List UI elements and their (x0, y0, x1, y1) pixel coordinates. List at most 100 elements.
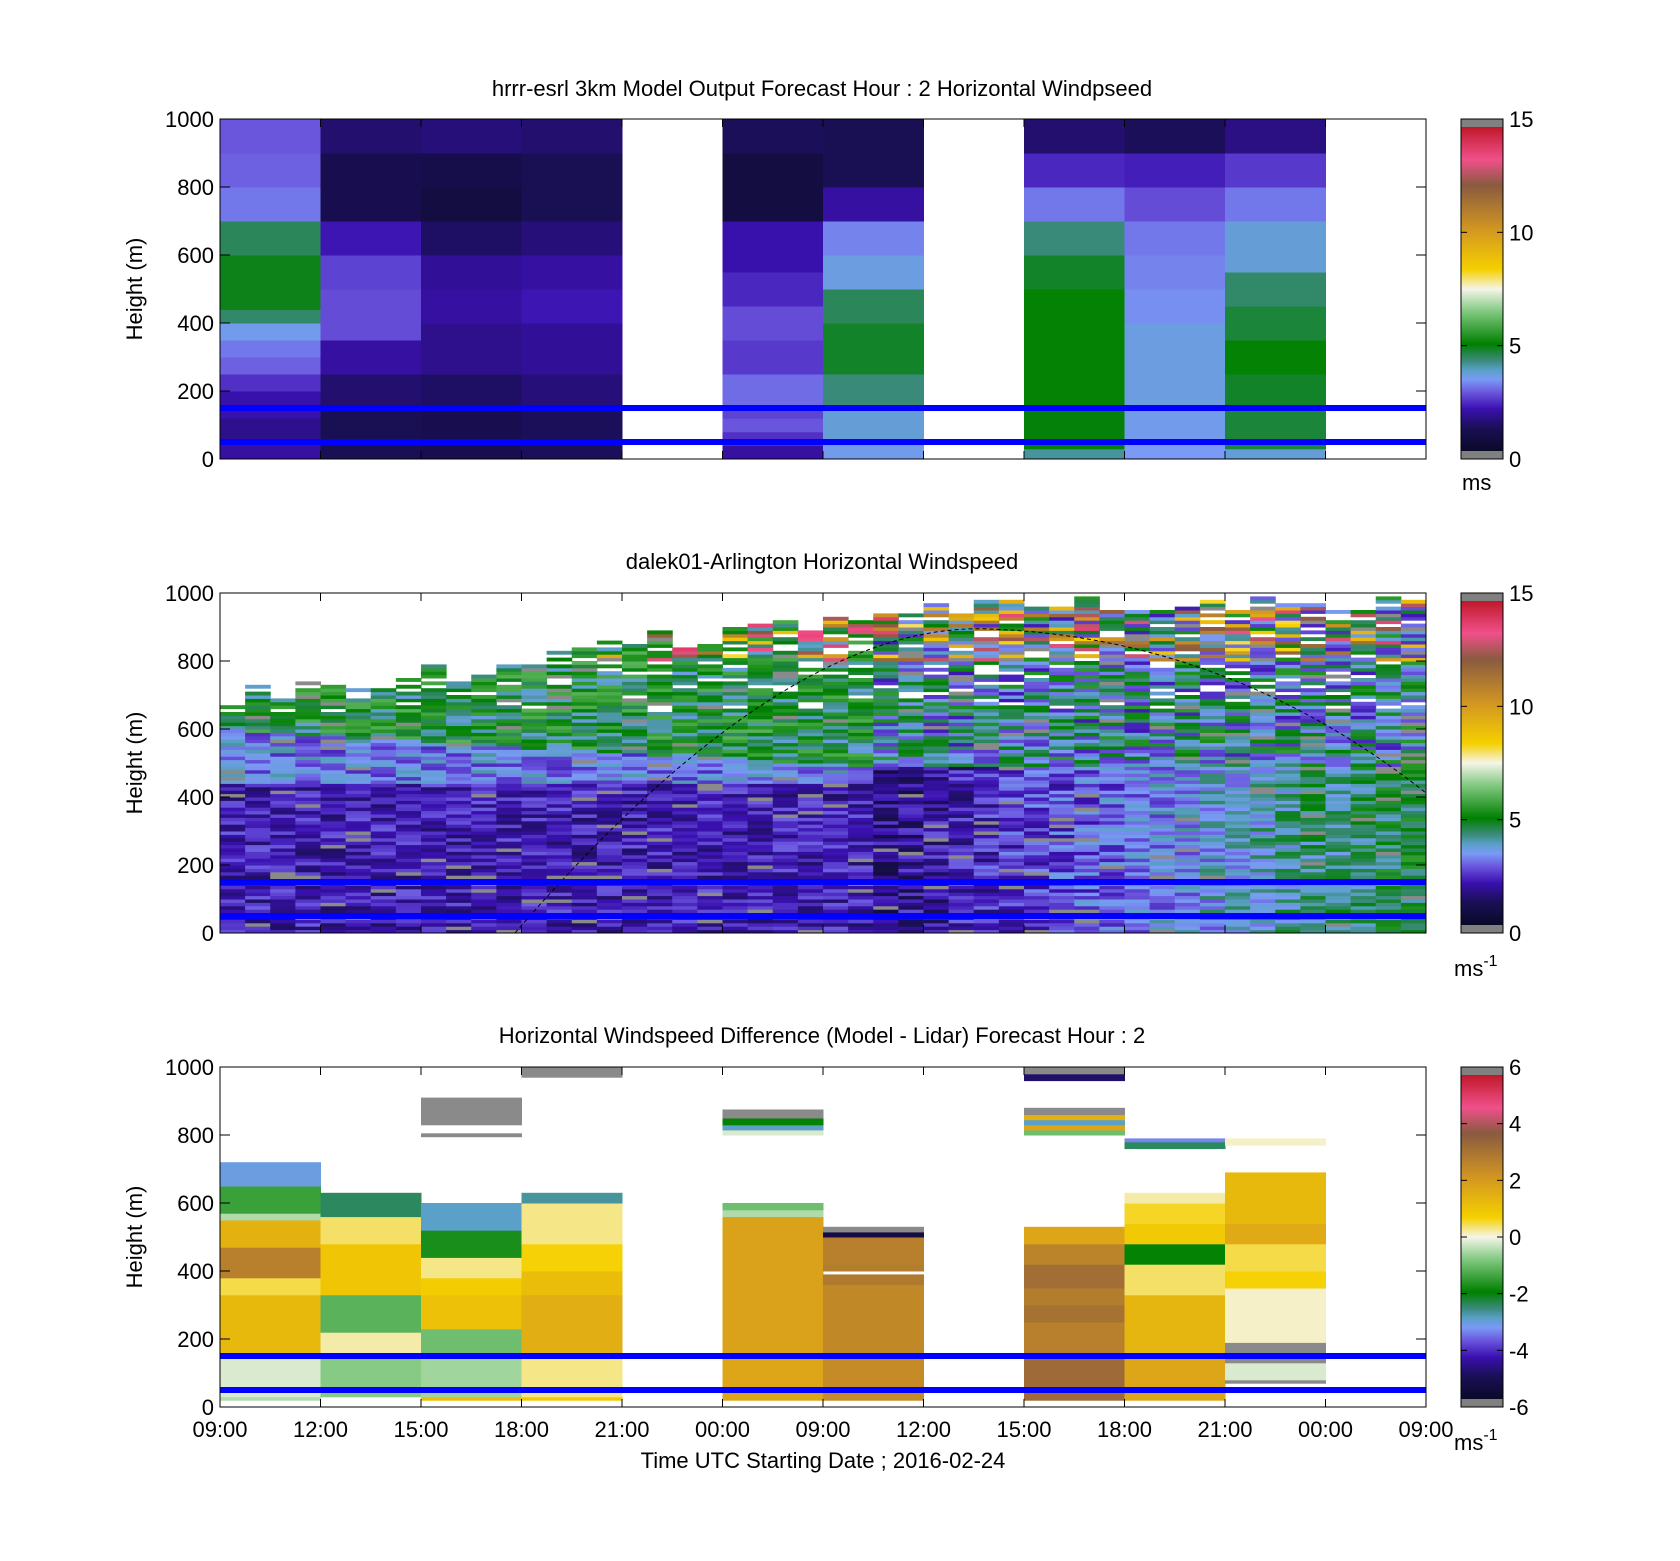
lidar-cell (747, 712, 774, 716)
lidar-cell (245, 739, 271, 744)
lidar-cell (898, 681, 924, 686)
lidar-cell (848, 715, 874, 720)
lidar-cell (873, 803, 899, 808)
lidar-cell (998, 688, 1025, 693)
lidar-cell (873, 681, 899, 686)
heatmap-cell (320, 255, 422, 290)
lidar-cell (772, 834, 799, 839)
lidar-cell (1174, 766, 1201, 771)
lidar-cell (521, 691, 548, 696)
lidar-cell (320, 841, 347, 846)
lidar-cell (772, 718, 799, 723)
lidar-cell (647, 871, 673, 876)
lidar-cell (1049, 888, 1075, 893)
lidar-cell (973, 780, 1000, 784)
lidar-cell (546, 749, 573, 754)
lidar-cell (446, 807, 472, 812)
lidar-cell (1074, 640, 1100, 645)
lidar-cell (1375, 742, 1402, 747)
lidar-cell (370, 820, 397, 825)
lidar-cell (496, 786, 522, 791)
lidar-cell (973, 647, 1000, 652)
lidar-cell (245, 922, 271, 927)
lidar-cell (697, 926, 723, 931)
colorbar-tick-label: -2 (1509, 1282, 1529, 1307)
lidar-cell (571, 732, 598, 737)
lidar-cell (1325, 810, 1352, 815)
lidar-cell (923, 868, 950, 873)
panel-diff-xlabel: Time UTC Starting Date ; 2016-02-24 (641, 1448, 1006, 1473)
lidar-cell (672, 919, 698, 924)
lidar-cell (923, 810, 950, 815)
lidar-cell (1024, 858, 1050, 863)
lidar-cell (948, 695, 975, 699)
lidar-cell (722, 865, 749, 869)
lidar-cell (998, 899, 1025, 903)
lidar-cell (370, 749, 397, 754)
lidar-cell (722, 732, 749, 737)
lidar-cell (1225, 610, 1251, 614)
lidar-cell (697, 722, 723, 727)
lidar-cell (1350, 756, 1377, 761)
lidar-cell (1199, 790, 1226, 795)
lidar-cell (270, 786, 296, 791)
lidar-cell (772, 895, 799, 900)
lidar-cell (873, 841, 899, 846)
lidar-cell (521, 746, 548, 750)
lidar-cell (1375, 858, 1402, 863)
lidar-cell (1325, 647, 1352, 652)
ytick-label: 800 (177, 175, 214, 200)
lidar-cell (1225, 803, 1251, 808)
lidar-cell (370, 793, 397, 798)
lidar-cell (1074, 848, 1100, 852)
lidar-cell (1024, 827, 1050, 832)
lidar-cell (998, 722, 1025, 727)
lidar-cell (848, 837, 874, 842)
lidar-cell (873, 627, 899, 631)
lidar-cell (848, 688, 874, 693)
lidar-cell (747, 834, 774, 839)
lidar-cell (295, 807, 321, 812)
lidar-cell (1325, 848, 1352, 852)
lidar-cell (797, 657, 824, 662)
lidar-cell (1275, 640, 1301, 645)
lidar-cell (1074, 820, 1100, 825)
lidar-cell (521, 776, 548, 781)
lidar-cell (1300, 661, 1326, 665)
lidar-cell (1149, 667, 1176, 672)
lidar-cell (1375, 715, 1402, 720)
lidar-cell (1350, 766, 1377, 771)
lidar-cell (873, 695, 899, 699)
lidar-cell (873, 633, 899, 638)
lidar-cell (898, 800, 924, 805)
lidar-cell (898, 657, 924, 662)
lidar-cell (948, 810, 975, 815)
lidar-cell (1400, 837, 1427, 842)
lidar-cell (722, 773, 749, 778)
lidar-cell (622, 790, 648, 795)
lidar-cell (1400, 752, 1427, 757)
lidar-cell (1275, 797, 1301, 801)
lidar-cell (923, 674, 950, 679)
lidar-cell (1199, 742, 1226, 747)
lidar-cell (747, 875, 774, 880)
lidar-cell (1049, 661, 1075, 665)
lidar-cell (345, 769, 372, 774)
lidar-cell (295, 844, 321, 849)
lidar-cell (1199, 902, 1226, 907)
lidar-cell (1325, 780, 1352, 784)
lidar-cell (647, 712, 673, 716)
lidar-cell (923, 742, 950, 747)
lidar-cell (747, 810, 774, 815)
lidar-cell (446, 695, 472, 699)
lidar-cell (1174, 854, 1201, 859)
heatmap-cell (421, 1203, 522, 1231)
lidar-cell (1350, 681, 1377, 686)
lidar-cell (1024, 616, 1050, 621)
lidar-cell (421, 810, 447, 815)
lidar-cell (697, 899, 723, 903)
lidar-cell (1250, 837, 1276, 842)
lidar-cell (722, 831, 749, 835)
lidar-cell (421, 871, 447, 876)
lidar-cell (923, 769, 950, 774)
